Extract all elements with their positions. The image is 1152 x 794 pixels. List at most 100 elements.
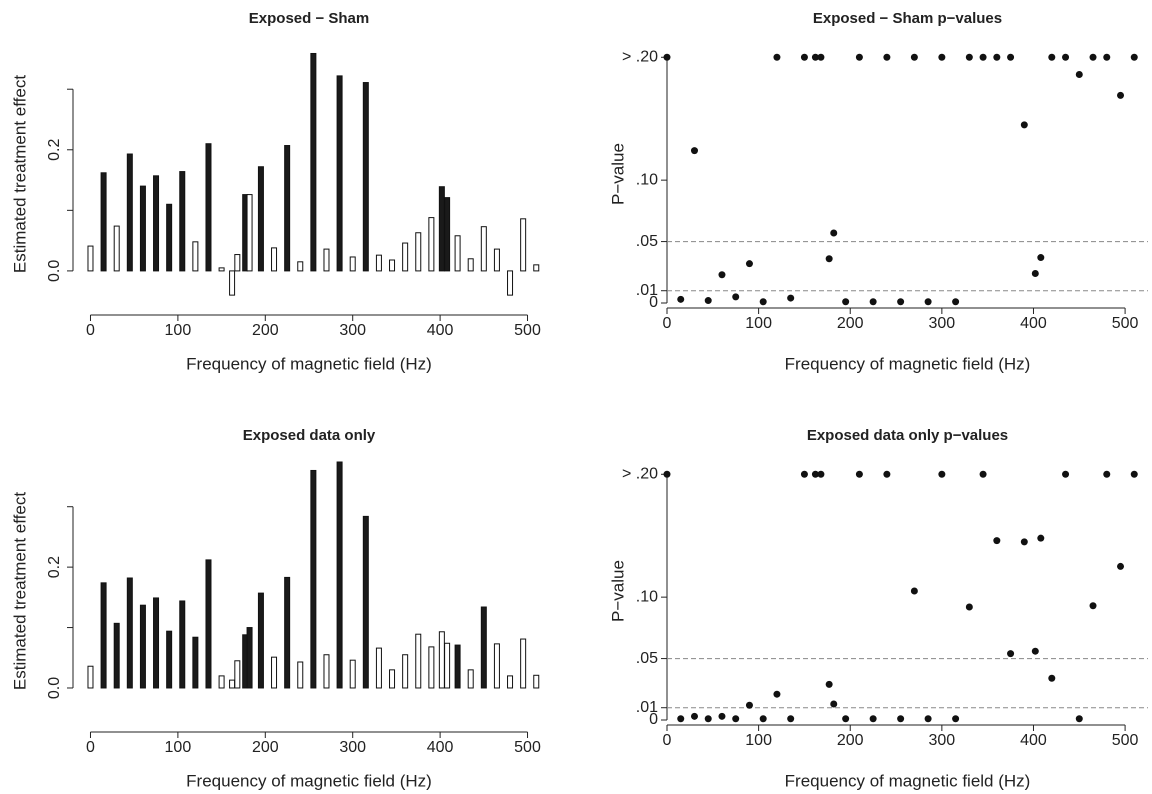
point xyxy=(855,53,863,61)
x-tick-label: 500 xyxy=(1112,315,1139,332)
bar xyxy=(246,194,253,272)
point xyxy=(1117,562,1125,570)
point xyxy=(883,470,891,478)
bar xyxy=(480,226,487,272)
bar xyxy=(126,153,133,272)
point xyxy=(677,295,685,303)
point xyxy=(1130,470,1138,478)
bar xyxy=(139,604,146,689)
x-tick-label: 200 xyxy=(837,732,864,749)
point xyxy=(910,53,918,61)
bar xyxy=(205,559,212,689)
point xyxy=(883,53,891,61)
bar xyxy=(87,245,94,272)
bar xyxy=(205,143,212,272)
point xyxy=(1037,534,1045,542)
bar xyxy=(179,600,186,689)
point xyxy=(1117,91,1125,99)
point xyxy=(993,537,1001,545)
x-tick-label: 500 xyxy=(514,322,541,339)
x-axis-title: Frequency of magnetic field (Hz) xyxy=(186,771,432,790)
bar xyxy=(507,675,514,689)
bar xyxy=(493,248,500,272)
x-tick-label: 0 xyxy=(86,322,95,339)
point xyxy=(897,298,905,306)
point xyxy=(842,715,850,723)
bar xyxy=(297,261,304,272)
point xyxy=(869,298,877,306)
y-tick-label: 0.2 xyxy=(46,139,63,161)
bar xyxy=(192,241,199,272)
bar xyxy=(438,186,445,272)
bar xyxy=(234,660,241,689)
point xyxy=(1130,53,1138,61)
point xyxy=(1031,270,1039,278)
y-tick-label: .01 xyxy=(636,699,658,716)
bar xyxy=(218,267,225,272)
point xyxy=(938,53,946,61)
bar xyxy=(415,232,422,272)
bar xyxy=(533,674,540,689)
bar xyxy=(229,679,236,689)
bar xyxy=(349,256,356,272)
point xyxy=(1007,53,1015,61)
bar xyxy=(87,665,94,689)
panel-title: Exposed − Sham xyxy=(249,10,369,27)
point xyxy=(759,715,767,723)
point xyxy=(1037,254,1045,262)
bar xyxy=(166,203,173,272)
x-tick-label: 100 xyxy=(165,739,192,756)
point xyxy=(811,470,819,478)
y-tick-label: > .20 xyxy=(622,49,658,66)
bar xyxy=(257,592,264,689)
point xyxy=(1062,53,1070,61)
point xyxy=(718,712,726,720)
x-tick-label: 300 xyxy=(339,739,366,756)
point xyxy=(690,712,698,720)
bar xyxy=(257,166,264,272)
x-axis-title: Frequency of magnetic field (Hz) xyxy=(785,771,1031,790)
point xyxy=(1075,715,1083,723)
bar xyxy=(389,669,396,689)
point xyxy=(732,715,740,723)
bar xyxy=(271,247,278,272)
bar xyxy=(113,225,120,272)
bar xyxy=(362,82,369,272)
point xyxy=(842,298,850,306)
y-tick-label: .05 xyxy=(636,233,658,250)
y-tick-label: .10 xyxy=(636,171,658,188)
point xyxy=(965,603,973,611)
y-axis-title: P−value xyxy=(608,560,627,622)
x-tick-label: 400 xyxy=(427,739,454,756)
point xyxy=(1048,674,1056,682)
x-tick-label: 300 xyxy=(929,732,956,749)
y-tick-label: .01 xyxy=(636,282,658,299)
point xyxy=(1020,538,1028,546)
point xyxy=(704,297,712,305)
point xyxy=(830,229,838,237)
x-tick-label: 500 xyxy=(1112,732,1139,749)
bar xyxy=(428,217,435,272)
x-axis-title: Frequency of magnetic field (Hz) xyxy=(186,354,432,373)
bar xyxy=(234,254,241,272)
bar xyxy=(323,248,330,272)
bar xyxy=(100,172,107,272)
x-tick-label: 200 xyxy=(252,739,279,756)
point xyxy=(663,53,671,61)
point xyxy=(817,53,825,61)
bar xyxy=(402,654,409,689)
x-tick-label: 100 xyxy=(745,732,772,749)
bar xyxy=(438,631,445,689)
bar xyxy=(375,647,382,689)
y-tick-label: 0.0 xyxy=(46,677,63,699)
x-tick-label: 300 xyxy=(339,322,366,339)
bar xyxy=(229,270,236,296)
bar xyxy=(467,669,474,689)
bar xyxy=(493,643,500,689)
y-tick-label: .05 xyxy=(636,650,658,667)
bar xyxy=(375,254,382,272)
bar xyxy=(192,636,199,689)
y-tick-label: 0 xyxy=(649,711,658,728)
bar xyxy=(126,577,133,689)
